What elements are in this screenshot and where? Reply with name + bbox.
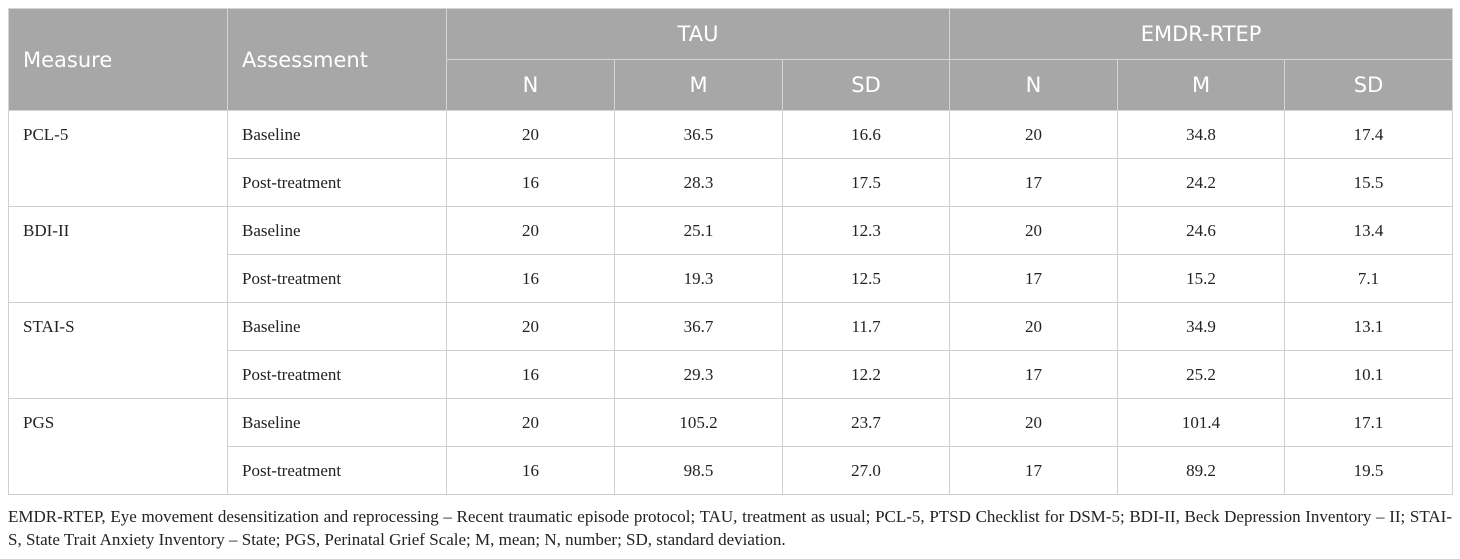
value-cell: 23.7 — [781, 398, 951, 447]
value-cell: 25.1 — [614, 206, 783, 255]
value-cell: 20 — [446, 206, 615, 255]
value-cell: 12.2 — [781, 350, 951, 399]
value-cell: 16 — [446, 446, 615, 495]
value-cell: 20 — [949, 302, 1119, 351]
value-cell: 16 — [446, 254, 615, 303]
column-header: N — [949, 59, 1119, 111]
value-cell: 16.6 — [781, 110, 951, 159]
value-cell: 20 — [446, 110, 615, 159]
table-body: PCL-5 Baseline 20 36.5 16.6 20 34.8 17.4 Post-tr… — [8, 110, 1454, 495]
value-cell: 34.9 — [1117, 302, 1286, 351]
value-cell: 36.5 — [614, 110, 783, 159]
value-cell: 15.2 — [1117, 254, 1286, 303]
value-cell: 17 — [949, 158, 1119, 207]
value-cell: 89.2 — [1117, 446, 1286, 495]
value-cell: 98.5 — [614, 446, 783, 495]
value-cell: 12.5 — [781, 254, 951, 303]
value-cell: 15.5 — [1284, 158, 1454, 207]
header-cell: Assessment — [227, 8, 447, 111]
column-header: N — [446, 59, 615, 111]
value-cell: 17.4 — [1284, 110, 1454, 159]
data-table: Measure Assessment TAU EMDR-RTEP N M SD N M SD PC… — [8, 8, 1454, 495]
column-header: SD — [1284, 59, 1454, 111]
header-cell: Measure — [8, 8, 228, 111]
measure-cell: BDI-II — [8, 206, 228, 303]
group-header: TAU — [445, 8, 951, 60]
column-header: M — [1117, 59, 1286, 111]
table-row: Post-treatment 16 98.5 27.0 17 89.2 19.5 — [9, 446, 1454, 495]
value-cell: 20 — [949, 110, 1119, 159]
value-cell: 20 — [446, 302, 615, 351]
value-cell: 17 — [949, 350, 1119, 399]
value-cell: 20 — [949, 206, 1119, 255]
measure-cell: PGS — [8, 398, 228, 495]
value-cell: 17 — [949, 446, 1119, 495]
value-cell: 13.4 — [1284, 206, 1454, 255]
table-row: STAI-S Baseline 20 36.7 11.7 20 34.9 13.1 — [8, 302, 1454, 399]
value-cell: 17 — [949, 254, 1119, 303]
value-cell: 19.5 — [1284, 446, 1454, 495]
value-cell: 34.8 — [1117, 110, 1286, 159]
assessment-cell: Post-treatment — [227, 254, 447, 303]
value-cell: 17.1 — [1284, 398, 1454, 447]
value-cell: 105.2 — [614, 398, 783, 447]
value-cell: 25.2 — [1117, 350, 1286, 399]
value-cell: 20 — [949, 398, 1119, 447]
value-cell: 101.4 — [1117, 398, 1286, 447]
value-cell: 20 — [446, 398, 615, 447]
assessment-cell: Baseline — [227, 206, 447, 255]
value-cell: 29.3 — [614, 350, 783, 399]
table-row: Post-treatment 16 28.3 17.5 17 24.2 15.5 — [9, 158, 1454, 207]
value-cell: 10.1 — [1284, 350, 1454, 399]
value-cell: 12.3 — [781, 206, 951, 255]
assessment-cell: Baseline — [227, 110, 447, 159]
assessment-cell: Baseline — [227, 302, 447, 351]
value-cell: 13.1 — [1284, 302, 1454, 351]
column-header: M — [614, 59, 783, 111]
assessment-cell: Post-treatment — [227, 446, 447, 495]
table-row: PCL-5 Baseline 20 36.5 16.6 20 34.8 17.4 — [8, 110, 1454, 207]
assessment-cell: Post-treatment — [227, 350, 447, 399]
value-cell: 19.3 — [614, 254, 783, 303]
value-cell: 27.0 — [781, 446, 951, 495]
assessment-cell: Post-treatment — [227, 158, 447, 207]
assessment-cell: Baseline — [227, 398, 447, 447]
value-cell: 24.2 — [1117, 158, 1286, 207]
measure-cell: STAI-S — [8, 302, 228, 399]
table-header: Measure Assessment TAU EMDR-RTEP N M SD N M SD — [8, 8, 1454, 111]
table-row: BDI-II Baseline 20 25.1 12.3 20 24.6 13.4 — [8, 206, 1454, 303]
value-cell: 24.6 — [1117, 206, 1286, 255]
value-cell: 7.1 — [1284, 254, 1454, 303]
group-header: EMDR-RTEP — [949, 8, 1454, 60]
value-cell: 17.5 — [781, 158, 951, 207]
value-cell: 16 — [446, 158, 615, 207]
value-cell: 36.7 — [614, 302, 783, 351]
value-cell: 16 — [446, 350, 615, 399]
header-row: Measure Assessment TAU EMDR-RTEP — [8, 8, 1454, 111]
measure-cell: PCL-5 — [8, 110, 228, 207]
footnote: EMDR-RTEP, Eye movement desensitization … — [8, 507, 1452, 549]
value-cell: 11.7 — [781, 302, 951, 351]
table-row: PGS Baseline 20 105.2 23.7 20 101.4 17.1 — [8, 398, 1454, 495]
value-cell: 28.3 — [614, 158, 783, 207]
table-row: Post-treatment 16 19.3 12.5 17 15.2 7.1 — [9, 254, 1454, 303]
header-row: N M SD N M SD — [9, 59, 1454, 111]
column-header: SD — [781, 59, 951, 111]
